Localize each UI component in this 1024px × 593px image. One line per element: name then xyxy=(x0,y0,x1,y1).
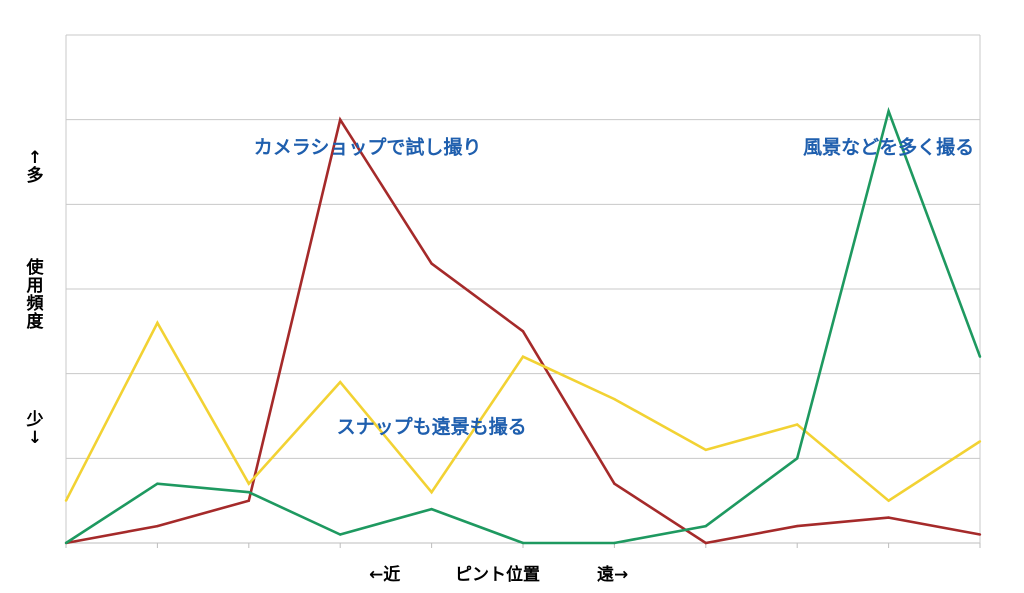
y-label-top: ↑多 xyxy=(26,148,44,186)
series-1-point-9 xyxy=(887,499,890,502)
series-2-point-6 xyxy=(613,541,616,545)
series-1-point-3 xyxy=(339,380,342,384)
series-line-1 xyxy=(64,320,981,503)
series-2-point-7 xyxy=(704,524,707,528)
y-label-middle: 使用頻度 xyxy=(26,258,44,332)
series-2-point-3 xyxy=(339,533,342,536)
series-1-point-6 xyxy=(613,397,616,401)
series-0-point-2 xyxy=(247,499,250,502)
series-line-2 xyxy=(65,106,982,545)
series-1-point-4 xyxy=(430,491,433,494)
series-2-point-9 xyxy=(887,110,890,113)
series-lines xyxy=(64,106,982,545)
series-0-point-3 xyxy=(339,118,342,121)
series-0-point-6 xyxy=(613,482,616,485)
annotation-2: スナップも遠景も撮る xyxy=(337,415,527,438)
series-1-point-2 xyxy=(247,482,250,485)
y-label-bottom: 少↓ xyxy=(26,410,44,448)
series-1-point-8 xyxy=(796,423,799,426)
gridlines xyxy=(65,34,981,544)
series-2-point-1 xyxy=(156,482,159,485)
series-2-point-10 xyxy=(978,355,982,358)
annotation-1: 風景などを多く撮る xyxy=(803,136,974,159)
series-0-point-1 xyxy=(156,524,159,528)
series-0-point-5 xyxy=(521,330,525,333)
series-1-point-5 xyxy=(521,355,525,358)
x-label-far: 遠→ xyxy=(597,565,629,585)
series-2-point-5 xyxy=(521,541,525,545)
series-2-point-0 xyxy=(64,541,68,545)
annotation-0: カメラショップで試し撮り xyxy=(254,136,482,159)
series-0-point-7 xyxy=(704,541,707,545)
x-label-near: ←近 xyxy=(369,565,401,585)
x-label-center: ピント位置 xyxy=(455,565,540,585)
series-2-point-4 xyxy=(430,507,433,511)
series-0-point-9 xyxy=(887,516,890,519)
x-axis xyxy=(65,543,981,548)
series-2-point-2 xyxy=(247,491,250,494)
series-0-point-8 xyxy=(796,524,799,528)
series-0-point-10 xyxy=(978,533,982,536)
series-1-point-7 xyxy=(704,448,707,452)
series-1-point-1 xyxy=(156,321,159,325)
series-1-point-0 xyxy=(64,499,68,502)
series-1-point-10 xyxy=(978,440,982,443)
series-0-point-4 xyxy=(430,262,433,265)
series-2-point-8 xyxy=(796,457,799,460)
